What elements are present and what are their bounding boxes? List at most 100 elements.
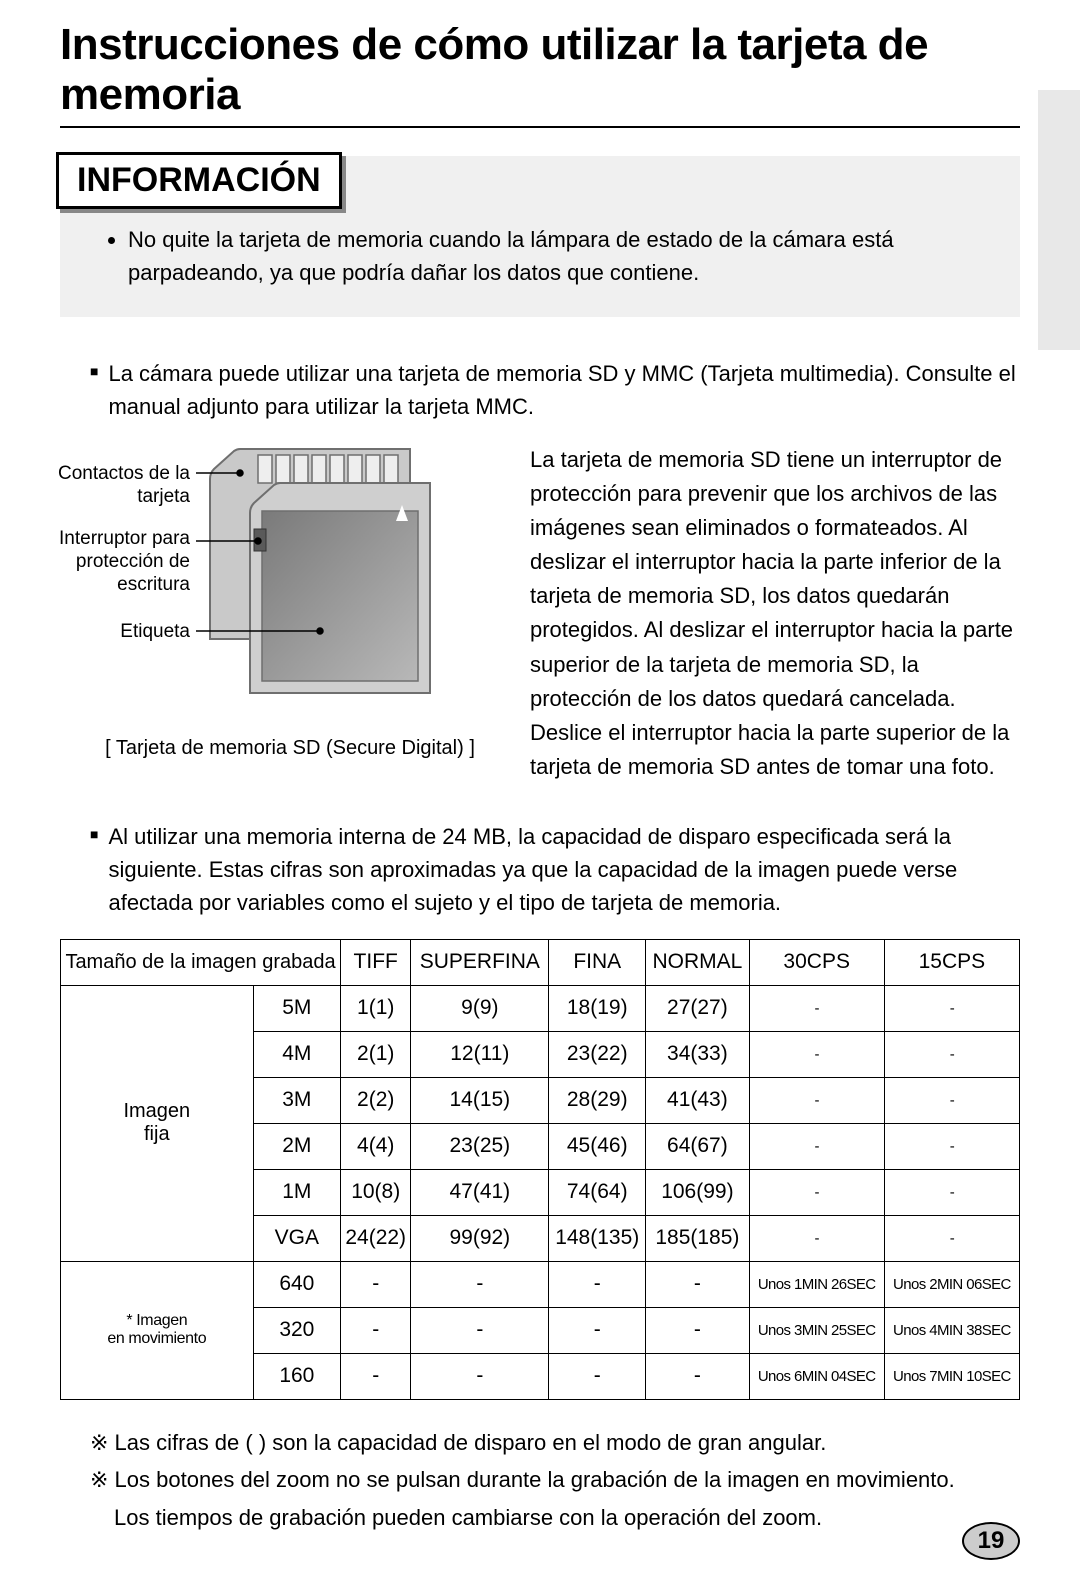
reference-mark-icon: ※ (90, 1467, 115, 1492)
td: 2(2) (341, 1077, 411, 1123)
info-heading-box: INFORMACIÓN (56, 152, 342, 209)
td: - (549, 1307, 646, 1353)
td: 10(8) (341, 1169, 411, 1215)
td: 24(22) (341, 1215, 411, 1261)
td-size: 640 (253, 1261, 340, 1307)
info-bullet: No quite la tarjeta de memoria cuando la… (128, 223, 988, 289)
td: Unos 3MIN 25SEC (749, 1307, 884, 1353)
paragraph-1-text: La cámara puede utilizar una tarjeta de … (108, 357, 1020, 423)
td: 27(27) (646, 985, 749, 1031)
label-switch: Interruptor para protección de escritura (40, 528, 190, 596)
td: 4(4) (341, 1123, 411, 1169)
notes: ※ Las cifras de ( ) son la capacidad de … (60, 1424, 1020, 1536)
rowgroup-movie: * Imagenen movimiento (61, 1261, 254, 1399)
info-box: INFORMACIÓN No quite la tarjeta de memor… (60, 156, 1020, 317)
td: 1(1) (341, 985, 411, 1031)
label-contacts: Contactos de la tarjeta (40, 463, 190, 509)
page-number: 19 (962, 1522, 1020, 1560)
td: 14(15) (411, 1077, 549, 1123)
page-title: Instrucciones de cómo utilizar la tarjet… (60, 20, 1020, 128)
note-1: Las cifras de ( ) son la capacidad de di… (115, 1430, 827, 1455)
square-bullet-icon: ■ (90, 357, 98, 423)
td: - (749, 1031, 884, 1077)
table-row: * Imagenen movimiento640----Unos 1MIN 26… (61, 1261, 1020, 1307)
figure-caption: [ Tarjeta de memoria SD (Secure Digital)… (90, 737, 490, 760)
td: Unos 7MIN 10SEC (884, 1353, 1019, 1399)
th: 30CPS (749, 939, 884, 985)
td: 34(33) (646, 1031, 749, 1077)
td-size: 4M (253, 1031, 340, 1077)
rowgroup-still: Imagenfija (61, 985, 254, 1261)
td: - (884, 1123, 1019, 1169)
td-size: 2M (253, 1123, 340, 1169)
td: - (749, 1215, 884, 1261)
th: 15CPS (884, 939, 1019, 985)
td: Unos 6MIN 04SEC (749, 1353, 884, 1399)
sd-card-diagram: Contactos de la tarjeta Interruptor para… (90, 443, 470, 723)
td: - (411, 1307, 549, 1353)
td: - (646, 1261, 749, 1307)
td: 185(185) (646, 1215, 749, 1261)
table-header-row: Tamaño de la imagen grabada TIFF SUPERFI… (61, 939, 1020, 985)
info-heading: INFORMACIÓN (77, 161, 321, 200)
td: 18(19) (549, 985, 646, 1031)
reference-mark-icon: ※ (90, 1430, 115, 1455)
td: 2(1) (341, 1031, 411, 1077)
td: 9(9) (411, 985, 549, 1031)
td: 23(25) (411, 1123, 549, 1169)
td: - (646, 1353, 749, 1399)
table-row: Imagenfija5M1(1)9(9)18(19)27(27)-- (61, 985, 1020, 1031)
td: - (749, 1123, 884, 1169)
td: 23(22) (549, 1031, 646, 1077)
square-bullet-icon: ■ (90, 820, 98, 919)
paragraph-block-1: ■La cámara puede utilizar una tarjeta de… (60, 357, 1020, 423)
td-size: 3M (253, 1077, 340, 1123)
td: - (341, 1261, 411, 1307)
td: 148(135) (549, 1215, 646, 1261)
td: 106(99) (646, 1169, 749, 1215)
td: - (646, 1307, 749, 1353)
td: - (749, 1077, 884, 1123)
td: - (549, 1353, 646, 1399)
td: 28(29) (549, 1077, 646, 1123)
td-size: 320 (253, 1307, 340, 1353)
td: - (884, 1077, 1019, 1123)
th: NORMAL (646, 939, 749, 985)
td: - (411, 1261, 549, 1307)
td: - (341, 1307, 411, 1353)
note-3: Los tiempos de grabación pueden cambiars… (90, 1499, 1020, 1536)
td: Unos 4MIN 38SEC (884, 1307, 1019, 1353)
side-tab (1038, 90, 1080, 350)
td: - (549, 1261, 646, 1307)
td: 12(11) (411, 1031, 549, 1077)
td-size: 160 (253, 1353, 340, 1399)
label-etiqueta: Etiqueta (40, 621, 190, 644)
td-size: VGA (253, 1215, 340, 1261)
td: - (749, 985, 884, 1031)
td: - (884, 1031, 1019, 1077)
td: 74(64) (549, 1169, 646, 1215)
td: 47(41) (411, 1169, 549, 1215)
td: 99(92) (411, 1215, 549, 1261)
td: - (884, 985, 1019, 1031)
td: 41(43) (646, 1077, 749, 1123)
td: Unos 1MIN 26SEC (749, 1261, 884, 1307)
td: - (341, 1353, 411, 1399)
td: 64(67) (646, 1123, 749, 1169)
td-size: 5M (253, 985, 340, 1031)
paragraph-2-text: Al utilizar una memoria interna de 24 MB… (108, 820, 1020, 919)
td: Unos 2MIN 06SEC (884, 1261, 1019, 1307)
th: FINA (549, 939, 646, 985)
td: - (884, 1169, 1019, 1215)
td: - (884, 1215, 1019, 1261)
paragraph-block-2: ■Al utilizar una memoria interna de 24 M… (60, 820, 1020, 919)
info-body: No quite la tarjeta de memoria cuando la… (60, 223, 1020, 317)
paragraph-right: La tarjeta de memoria SD tiene un interr… (530, 443, 1020, 784)
capacity-table: Tamaño de la imagen grabada TIFF SUPERFI… (60, 939, 1020, 1400)
th: SUPERFINA (411, 939, 549, 985)
td-size: 1M (253, 1169, 340, 1215)
th-first: Tamaño de la imagen grabada (61, 939, 341, 985)
note-2: Los botones del zoom no se pulsan durant… (115, 1467, 955, 1492)
td: - (749, 1169, 884, 1215)
td: - (411, 1353, 549, 1399)
